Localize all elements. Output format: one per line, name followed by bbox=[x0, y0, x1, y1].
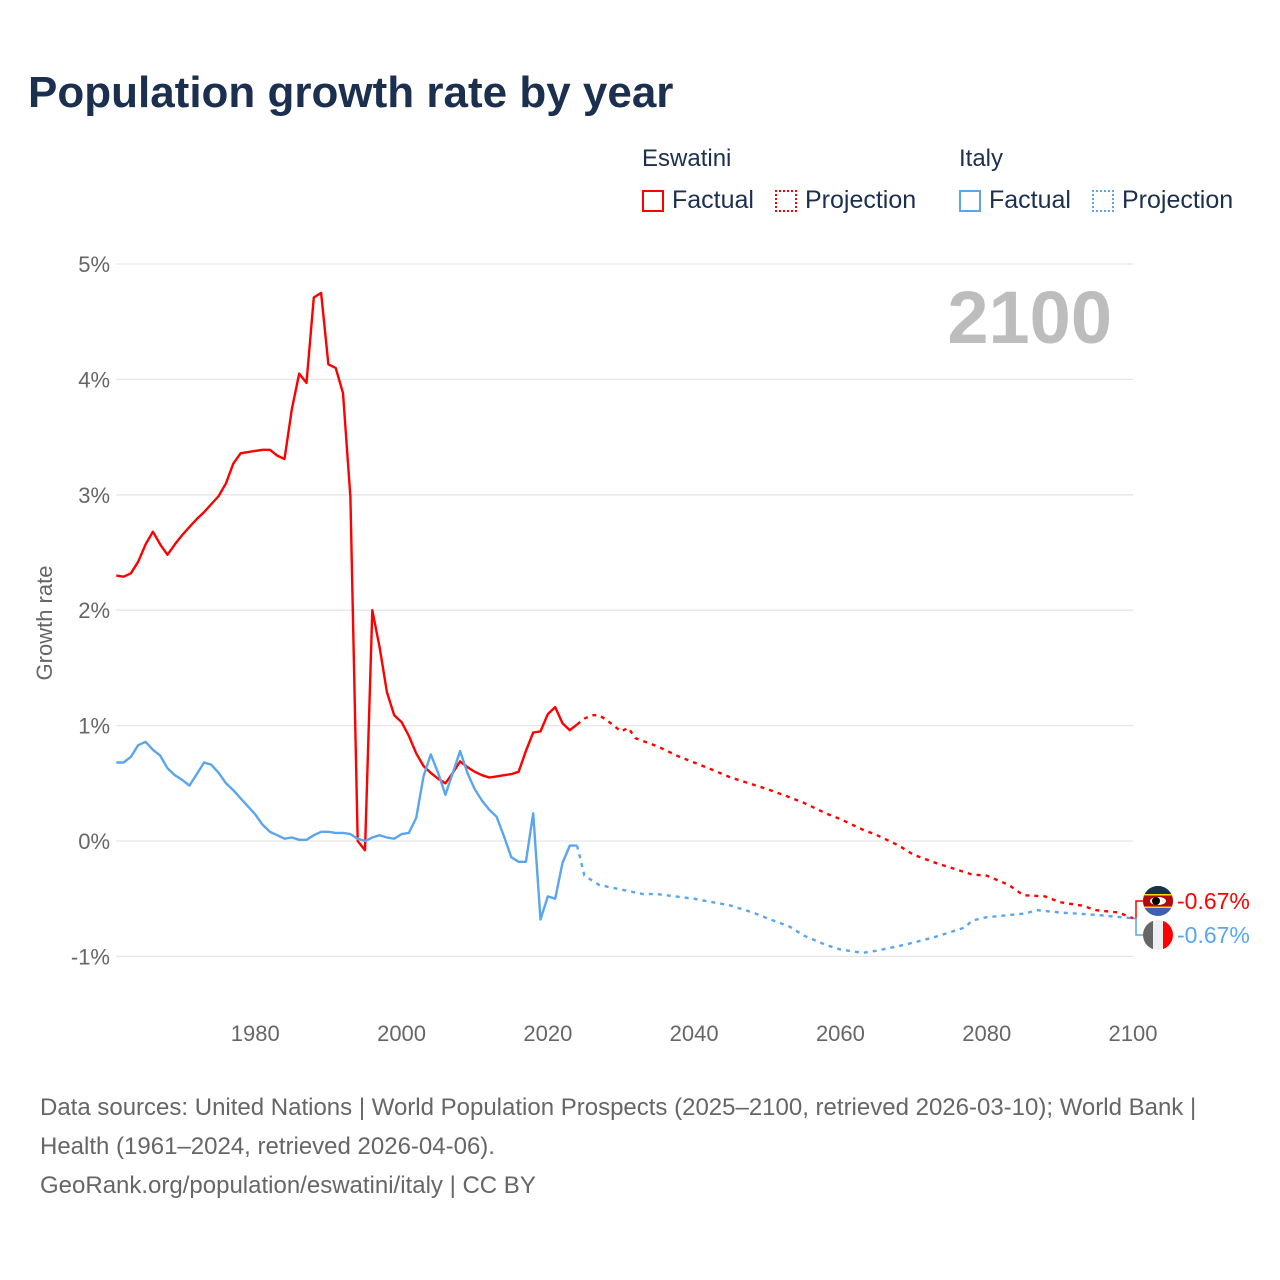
legend-eswatini-factual[interactable]: Factual bbox=[642, 186, 754, 215]
x-tick-label: 2080 bbox=[962, 1021, 1011, 1046]
x-tick-label: 2100 bbox=[1109, 1021, 1158, 1046]
series-line-eswatini-projection bbox=[576, 714, 1134, 920]
current-year-label: 2100 bbox=[947, 276, 1112, 359]
x-tick-label: 2040 bbox=[670, 1021, 719, 1046]
y-tick-label: 2% bbox=[78, 598, 110, 623]
data-sources: Data sources: United Nations | World Pop… bbox=[40, 1094, 1197, 1160]
y-tick-label: 3% bbox=[78, 483, 110, 508]
y-tick-label: 1% bbox=[78, 714, 110, 739]
connector-italy bbox=[1133, 917, 1146, 936]
x-tick-label: 1980 bbox=[231, 1021, 280, 1046]
legend-label: Factual bbox=[672, 186, 754, 214]
eswatini-flag-icon bbox=[1143, 886, 1173, 916]
x-tick-label: 2060 bbox=[816, 1021, 865, 1046]
series-line-italy-projection bbox=[575, 845, 1134, 955]
italy-flag-icon bbox=[1143, 920, 1173, 950]
y-tick-label: 0% bbox=[78, 829, 110, 854]
legend-group-italy: Italy bbox=[959, 145, 1004, 172]
solid-swatch-icon bbox=[642, 189, 664, 212]
legend-italy-factual[interactable]: Factual bbox=[959, 186, 1071, 215]
dotted-swatch-icon bbox=[1092, 189, 1114, 212]
solid-swatch-icon bbox=[959, 189, 981, 212]
series-line-italy-factual bbox=[116, 740, 578, 921]
end-value-label-eswatini: -0.67% bbox=[1177, 888, 1250, 914]
x-tick-label: 2000 bbox=[377, 1021, 426, 1046]
legend-italy-projection[interactable]: Projection bbox=[1092, 186, 1233, 215]
x-tick-label: 2020 bbox=[523, 1021, 572, 1046]
y-tick-label: 4% bbox=[78, 367, 110, 392]
y-tick-label: -1% bbox=[71, 944, 110, 969]
chart-title: Population growth rate by year bbox=[28, 68, 674, 117]
legend-label: Factual bbox=[989, 186, 1071, 214]
legend-group-eswatini: Eswatini bbox=[642, 145, 732, 172]
footer: Data sources: United Nations | World Pop… bbox=[40, 1088, 1240, 1205]
legend-label: Projection bbox=[1122, 186, 1234, 214]
legend-label: Projection bbox=[805, 186, 917, 214]
end-value-label-italy: -0.67% bbox=[1177, 922, 1250, 948]
series-line-eswatini-factual bbox=[116, 291, 578, 852]
y-tick-label: 5% bbox=[78, 252, 110, 277]
legend-eswatini-projection[interactable]: Projection bbox=[775, 186, 916, 215]
credit-link[interactable]: GeoRank.org/population/eswatini/italy | … bbox=[40, 1172, 536, 1199]
dotted-swatch-icon bbox=[775, 189, 797, 212]
